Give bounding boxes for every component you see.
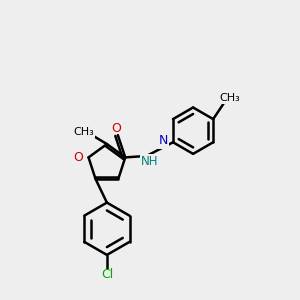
Text: CH₃: CH₃ [73,127,94,136]
Text: O: O [73,151,83,164]
Text: N: N [158,134,168,147]
Text: O: O [111,122,121,135]
Text: NH: NH [141,155,158,168]
Text: CH₃: CH₃ [220,93,241,103]
Text: Cl: Cl [101,268,113,281]
